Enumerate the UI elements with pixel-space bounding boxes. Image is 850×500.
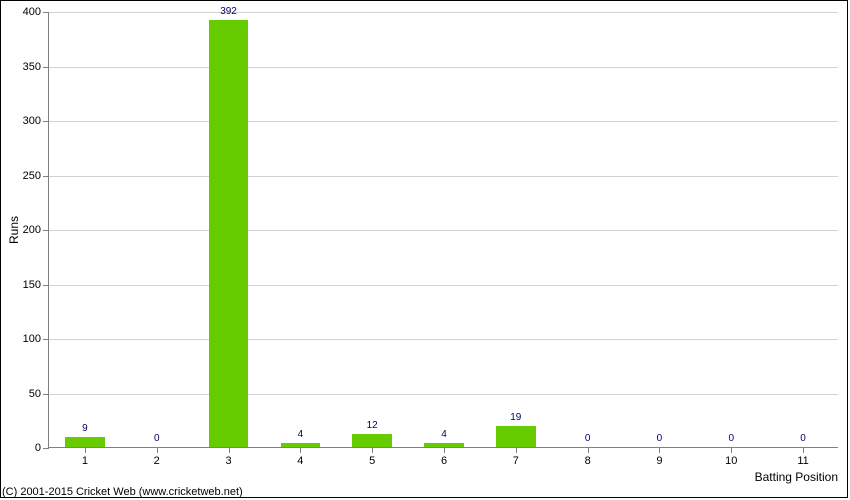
plot-area: 0501001502002503003504001920339244512647… bbox=[48, 12, 838, 448]
bar-value-label: 0 bbox=[585, 433, 591, 444]
bar-value-label: 4 bbox=[441, 429, 447, 440]
x-tick-label: 8 bbox=[585, 455, 591, 467]
x-tick-label: 2 bbox=[154, 455, 160, 467]
y-tick bbox=[43, 67, 49, 68]
x-tick bbox=[516, 447, 517, 453]
gridline bbox=[49, 176, 838, 177]
bar-value-label: 0 bbox=[800, 433, 806, 444]
y-tick bbox=[43, 394, 49, 395]
bar-value-label: 4 bbox=[298, 429, 304, 440]
bar-value-label: 19 bbox=[510, 412, 521, 423]
x-tick bbox=[803, 447, 804, 453]
bar-value-label: 0 bbox=[728, 433, 734, 444]
gridline bbox=[49, 339, 838, 340]
y-tick-label: 300 bbox=[23, 115, 41, 127]
y-tick-label: 100 bbox=[23, 333, 41, 345]
x-tick bbox=[85, 447, 86, 453]
bar-value-label: 9 bbox=[82, 423, 88, 434]
x-tick bbox=[659, 447, 660, 453]
gridline bbox=[49, 394, 838, 395]
y-tick-label: 150 bbox=[23, 279, 41, 291]
x-tick bbox=[300, 447, 301, 453]
bar bbox=[496, 426, 536, 447]
x-tick-label: 9 bbox=[656, 455, 662, 467]
bar bbox=[65, 437, 105, 447]
x-tick bbox=[731, 447, 732, 453]
x-tick-label: 6 bbox=[441, 455, 447, 467]
x-tick bbox=[444, 447, 445, 453]
x-tick-label: 5 bbox=[369, 455, 375, 467]
y-tick bbox=[43, 339, 49, 340]
x-tick-label: 10 bbox=[725, 455, 737, 467]
x-tick-label: 11 bbox=[797, 455, 808, 467]
y-tick bbox=[43, 230, 49, 231]
gridline bbox=[49, 121, 838, 122]
x-tick-label: 7 bbox=[513, 455, 519, 467]
y-tick-label: 50 bbox=[29, 388, 41, 400]
gridline bbox=[49, 230, 838, 231]
bar bbox=[209, 20, 249, 447]
y-tick bbox=[43, 285, 49, 286]
y-tick bbox=[43, 176, 49, 177]
y-axis-title: Runs bbox=[7, 216, 21, 244]
y-tick bbox=[43, 448, 49, 449]
x-tick-label: 4 bbox=[297, 455, 303, 467]
bar-value-label: 12 bbox=[367, 420, 378, 431]
y-tick bbox=[43, 121, 49, 122]
copyright-text: (C) 2001-2015 Cricket Web (www.cricketwe… bbox=[2, 486, 243, 498]
gridline bbox=[49, 285, 838, 286]
x-tick bbox=[588, 447, 589, 453]
bar-value-label: 0 bbox=[657, 433, 663, 444]
x-axis-title: Batting Position bbox=[755, 470, 838, 484]
chart-container: 0501001502002503003504001920339244512647… bbox=[0, 0, 850, 500]
x-tick-label: 1 bbox=[82, 455, 88, 467]
bar bbox=[281, 443, 321, 447]
y-tick-label: 350 bbox=[23, 61, 41, 73]
x-tick bbox=[372, 447, 373, 453]
bar bbox=[424, 443, 464, 447]
y-tick-label: 400 bbox=[23, 6, 41, 18]
bar bbox=[352, 434, 392, 447]
y-tick bbox=[43, 12, 49, 13]
x-tick bbox=[157, 447, 158, 453]
bar-value-label: 0 bbox=[154, 433, 160, 444]
x-tick-label: 3 bbox=[225, 455, 231, 467]
y-tick-label: 0 bbox=[35, 442, 41, 454]
gridline bbox=[49, 12, 838, 13]
y-tick-label: 250 bbox=[23, 170, 41, 182]
y-tick-label: 200 bbox=[23, 224, 41, 236]
x-tick bbox=[229, 447, 230, 453]
bar-value-label: 392 bbox=[220, 6, 237, 17]
gridline bbox=[49, 67, 838, 68]
